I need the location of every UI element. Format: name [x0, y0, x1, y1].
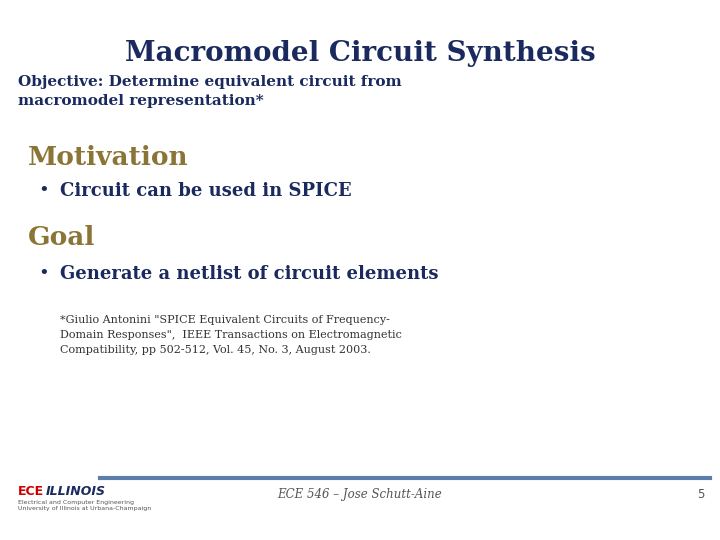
- Text: Electrical and Computer Engineering
University of Illinois at Urbana-Champaign: Electrical and Computer Engineering Univ…: [18, 500, 151, 511]
- Text: Motivation: Motivation: [28, 145, 189, 170]
- Text: ECE: ECE: [18, 485, 44, 498]
- Text: Generate a netlist of circuit elements: Generate a netlist of circuit elements: [60, 265, 438, 283]
- Text: *Giulio Antonini "SPICE Equivalent Circuits of Frequency-
Domain Responses",  IE: *Giulio Antonini "SPICE Equivalent Circu…: [60, 315, 402, 355]
- Text: ILLINOIS: ILLINOIS: [46, 485, 106, 498]
- Text: Circuit can be used in SPICE: Circuit can be used in SPICE: [60, 182, 351, 200]
- Text: Objective: Determine equivalent circuit from
macromodel representation*: Objective: Determine equivalent circuit …: [18, 75, 402, 109]
- Text: •: •: [38, 182, 49, 200]
- Text: Goal: Goal: [28, 225, 95, 250]
- Text: Macromodel Circuit Synthesis: Macromodel Circuit Synthesis: [125, 40, 595, 67]
- Text: ECE 546 – Jose Schutt-Aine: ECE 546 – Jose Schutt-Aine: [278, 488, 442, 501]
- Text: 5: 5: [698, 488, 705, 501]
- Text: •: •: [38, 265, 49, 283]
